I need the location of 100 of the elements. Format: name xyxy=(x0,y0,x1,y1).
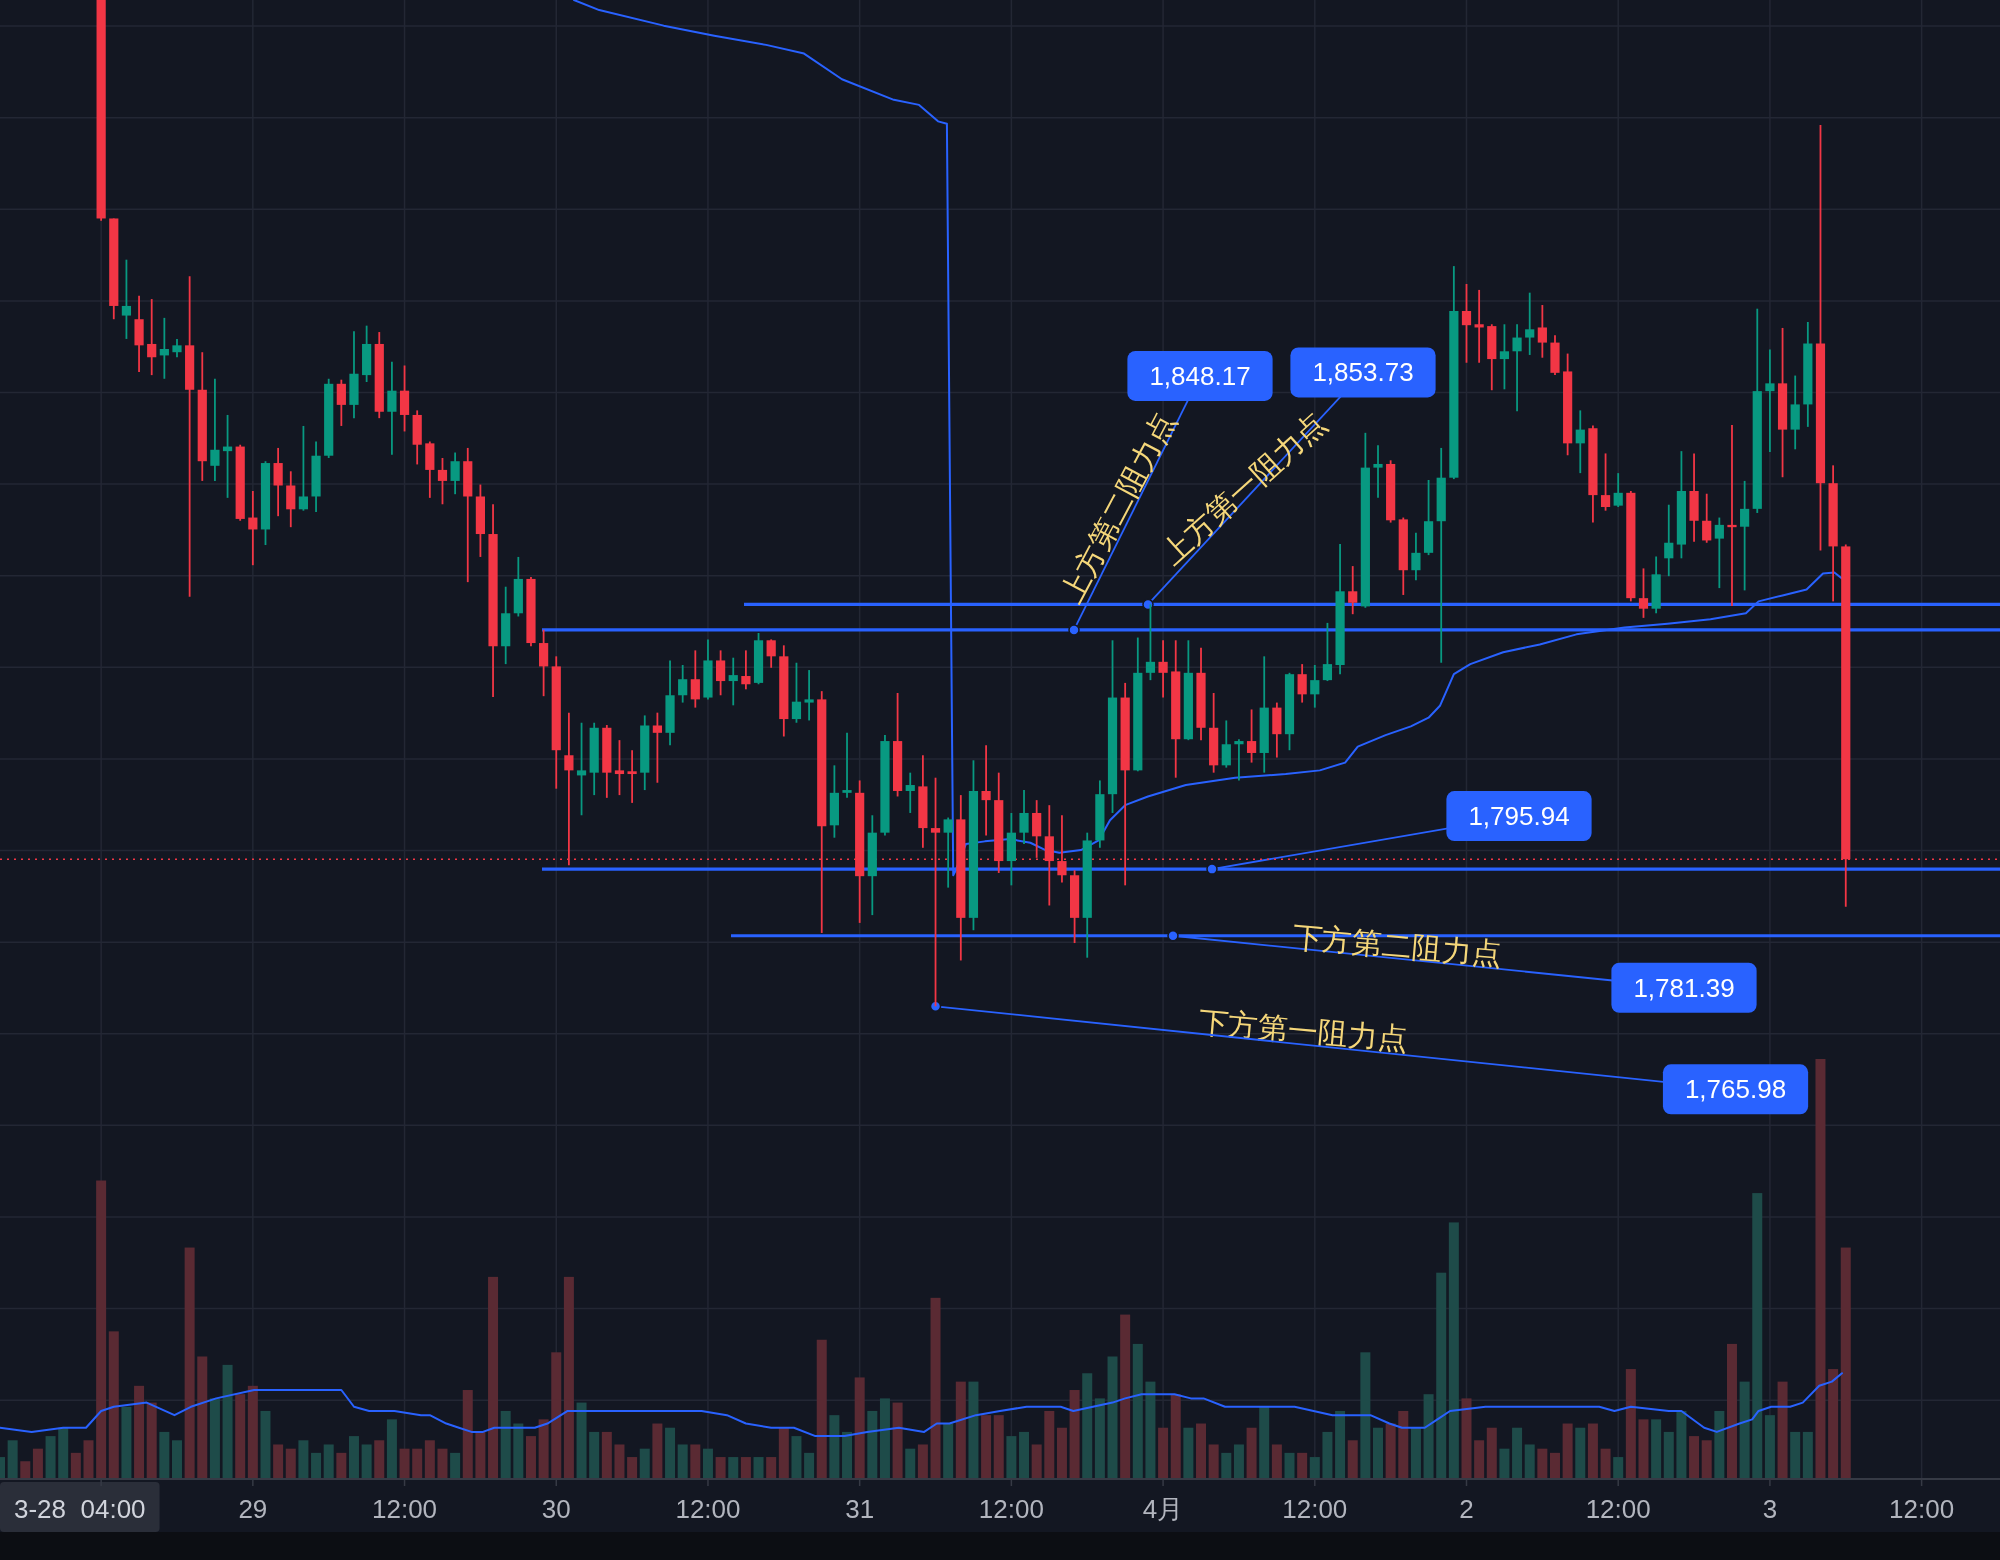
x-tick-label: 12:00 xyxy=(1585,1494,1651,1524)
bar xyxy=(955,1381,966,1478)
bar xyxy=(1158,1427,1169,1478)
bar xyxy=(1297,1452,1308,1478)
bar xyxy=(1335,1410,1346,1478)
bar xyxy=(209,1398,220,1478)
candlestick xyxy=(741,649,751,691)
bar xyxy=(576,1402,587,1478)
bar xyxy=(235,1394,246,1478)
bar xyxy=(1474,1440,1485,1478)
bar xyxy=(146,1402,157,1478)
candlestick xyxy=(210,377,220,482)
candlestick xyxy=(248,490,258,567)
candlestick xyxy=(1297,663,1307,704)
x-tick-label: 12:00 xyxy=(675,1494,741,1524)
bar xyxy=(753,1457,764,1478)
candlestick xyxy=(387,360,397,456)
bar xyxy=(323,1444,334,1478)
candlestick xyxy=(1461,283,1472,364)
bar xyxy=(1625,1369,1636,1478)
bar xyxy=(1663,1431,1674,1478)
candlestick xyxy=(1310,664,1320,709)
bar xyxy=(1486,1427,1497,1478)
candlestick xyxy=(614,739,625,797)
bar xyxy=(450,1452,461,1478)
bar xyxy=(58,1427,69,1478)
bar xyxy=(1322,1431,1333,1478)
bar xyxy=(1170,1394,1181,1478)
bar xyxy=(412,1448,423,1478)
candlestick xyxy=(286,470,296,529)
annotation: 下方第一阻力点 xyxy=(1197,1004,1410,1057)
candlestick xyxy=(1474,289,1484,364)
bar xyxy=(791,1436,802,1478)
bar xyxy=(917,1444,928,1478)
bar xyxy=(1676,1410,1687,1478)
bar xyxy=(1575,1427,1586,1478)
ref-line-label: 1,853.73 xyxy=(1312,357,1414,388)
candlestick xyxy=(121,258,132,340)
candlestick xyxy=(1499,323,1510,391)
bar xyxy=(1448,1222,1459,1478)
bar xyxy=(1562,1423,1573,1478)
bar xyxy=(778,1427,789,1478)
bar xyxy=(1347,1440,1358,1478)
bar xyxy=(1145,1381,1156,1478)
bar xyxy=(1524,1444,1535,1478)
bar xyxy=(197,1356,208,1478)
candlestick xyxy=(943,816,953,889)
annotation: 下方第二阻力点 xyxy=(1291,919,1504,972)
bar xyxy=(1613,1457,1624,1478)
bar xyxy=(1714,1410,1725,1478)
candlestick xyxy=(804,669,814,722)
candlestick xyxy=(1525,291,1535,356)
candlestick xyxy=(1740,480,1750,592)
bar xyxy=(386,1419,397,1478)
bar xyxy=(652,1423,663,1478)
bar xyxy=(1208,1444,1219,1478)
bar xyxy=(1815,1059,1826,1478)
bar xyxy=(424,1440,435,1478)
bar xyxy=(108,1331,119,1478)
bar xyxy=(702,1448,713,1478)
bar xyxy=(879,1398,890,1478)
candlestick xyxy=(678,664,688,704)
candlestick xyxy=(766,638,776,669)
bar xyxy=(1221,1452,1232,1478)
bar xyxy=(677,1444,688,1478)
bar xyxy=(816,1339,827,1478)
bar xyxy=(1006,1436,1017,1478)
bar xyxy=(538,1419,549,1478)
bar xyxy=(70,1452,81,1478)
candlestick xyxy=(1664,503,1674,578)
bar xyxy=(1764,1415,1775,1478)
candlestick xyxy=(1145,603,1156,682)
bar xyxy=(1436,1272,1447,1478)
bar xyxy=(728,1457,739,1478)
bar xyxy=(1271,1444,1282,1478)
bar xyxy=(1689,1436,1700,1478)
bar xyxy=(361,1444,372,1478)
bar xyxy=(184,1247,195,1478)
bar xyxy=(336,1452,347,1478)
bar xyxy=(1309,1457,1320,1478)
candlestick xyxy=(1727,424,1737,607)
bar xyxy=(1461,1398,1472,1478)
bar xyxy=(589,1431,600,1478)
ref-line-label: 1,848.17 xyxy=(1149,360,1251,391)
candlestick xyxy=(576,721,587,817)
bar xyxy=(1019,1431,1030,1478)
bar xyxy=(1777,1381,1788,1478)
bar xyxy=(1752,1193,1763,1478)
bar xyxy=(1284,1452,1295,1478)
bar xyxy=(1828,1369,1839,1478)
bar xyxy=(1651,1419,1662,1478)
bar xyxy=(222,1364,233,1478)
bar xyxy=(1094,1398,1105,1478)
candlestick xyxy=(1537,304,1547,359)
bar xyxy=(1233,1444,1244,1478)
bar xyxy=(159,1431,170,1478)
candlestick xyxy=(1714,516,1724,589)
candlestick xyxy=(1613,472,1623,508)
bar xyxy=(1701,1440,1712,1478)
bar xyxy=(905,1448,916,1478)
